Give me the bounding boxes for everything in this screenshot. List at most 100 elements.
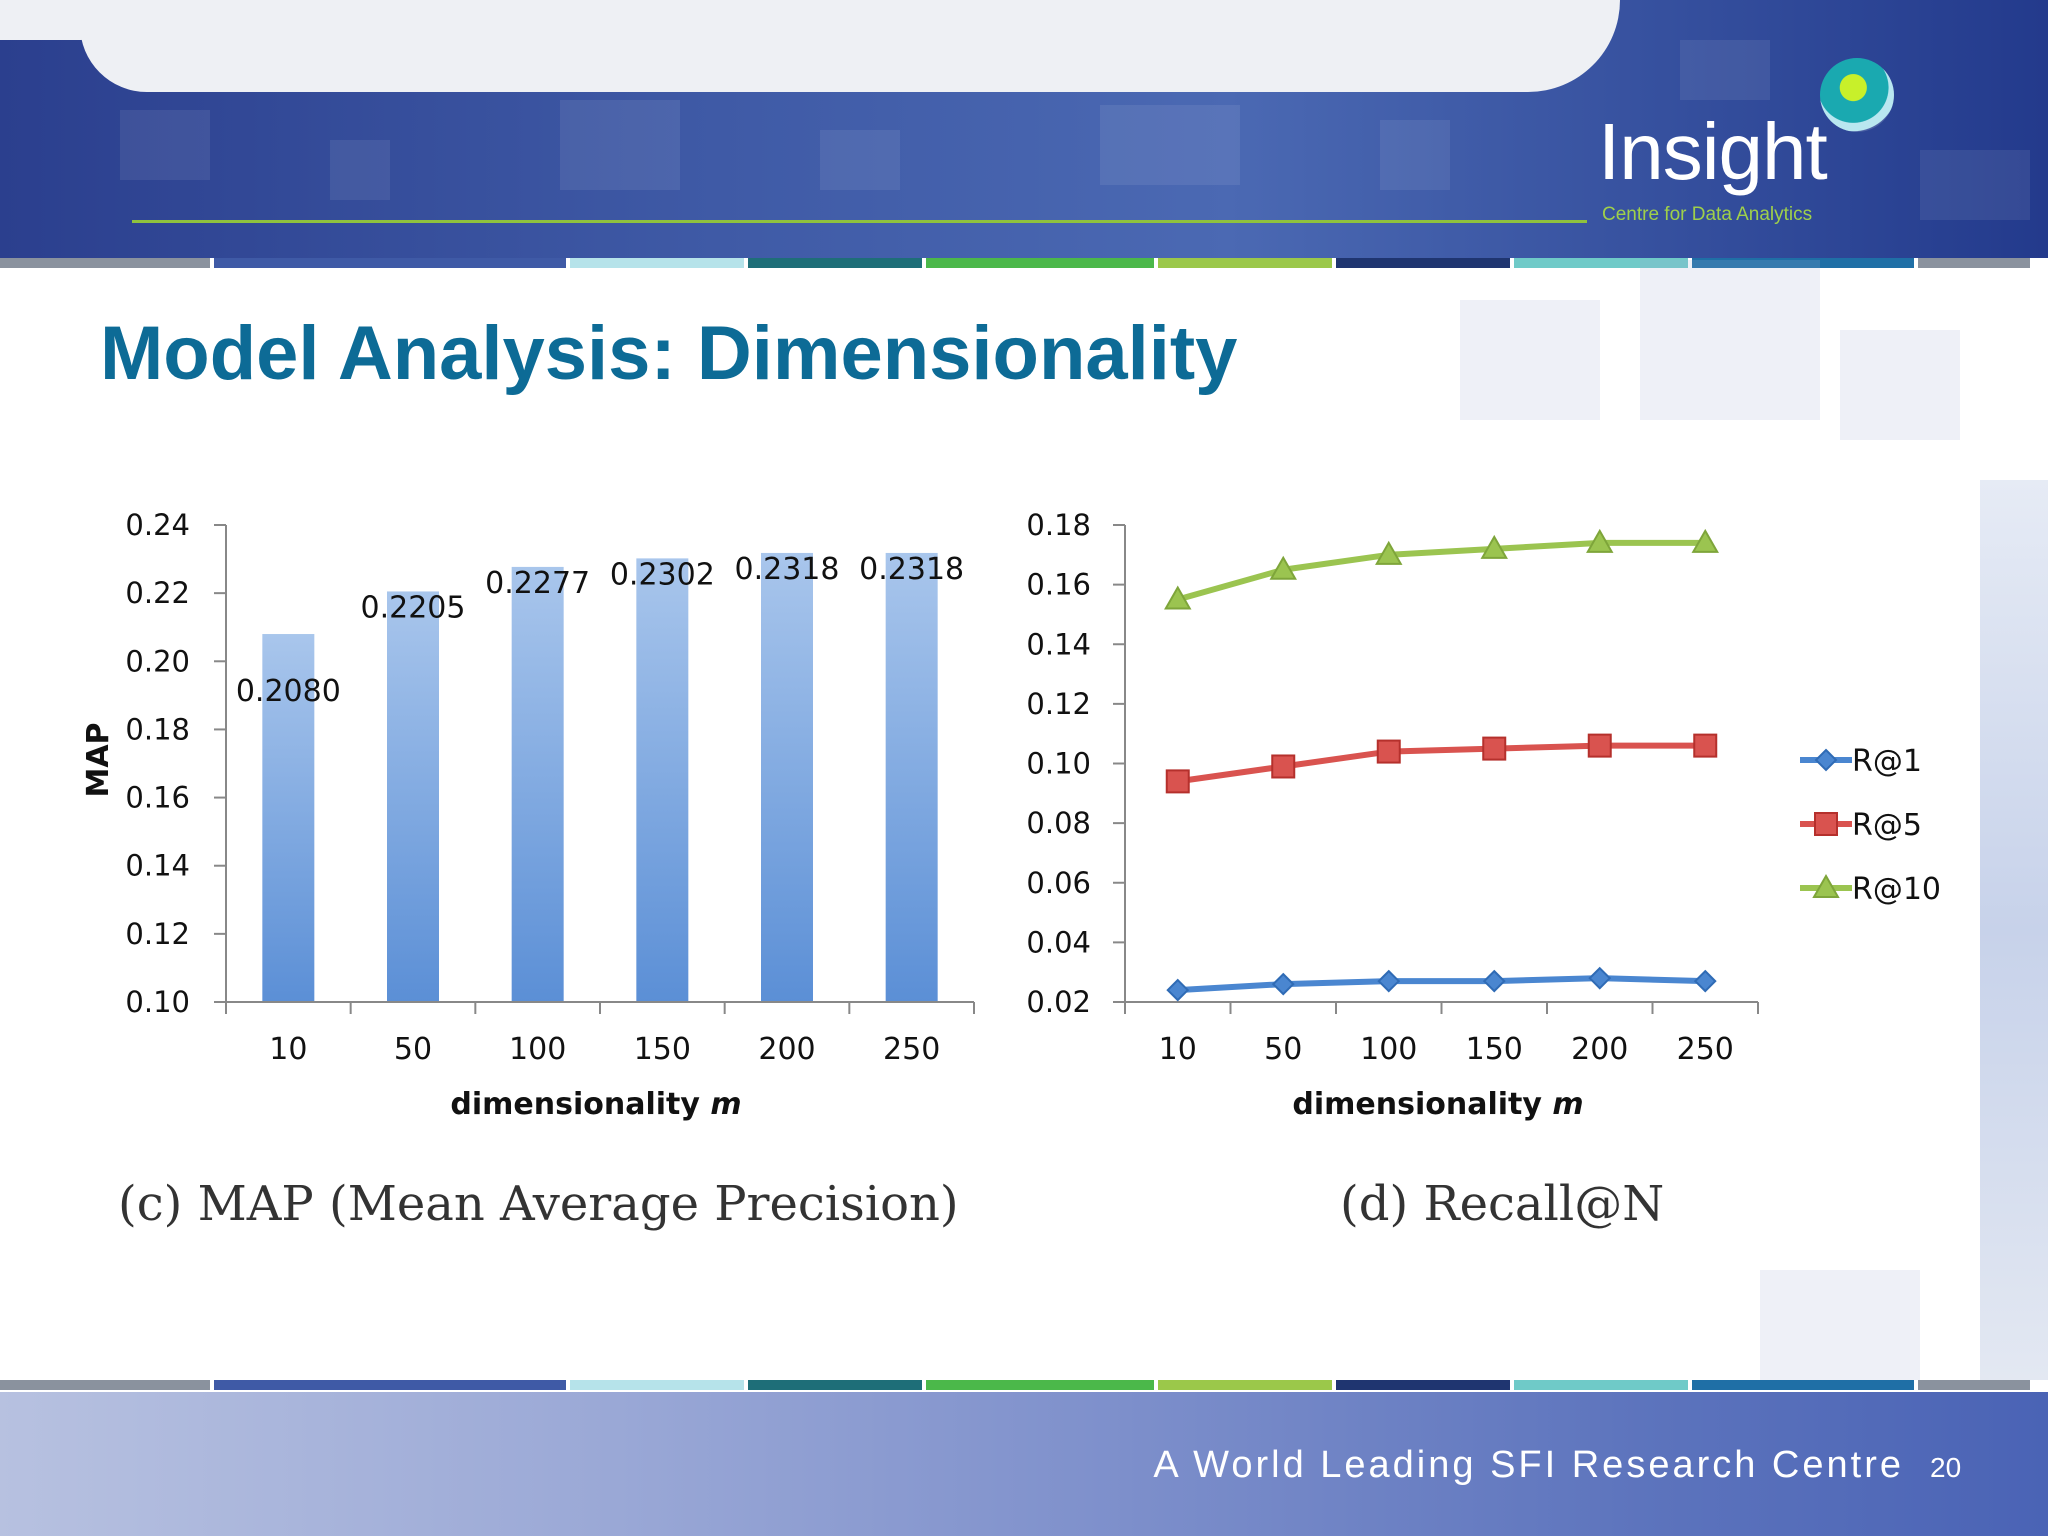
bar-value-label: 0.2205 xyxy=(361,590,466,625)
slide-title: Model Analysis: Dimensionality xyxy=(100,311,1238,396)
footer-text: A World Leading SFI Research Centre xyxy=(1153,1444,1904,1486)
color-stripe xyxy=(1918,1380,2030,1390)
legend-label: R@5 xyxy=(1852,808,1922,843)
bar-value-label: 0.2080 xyxy=(236,674,341,709)
x-tick-label: 100 xyxy=(1360,1032,1417,1067)
data-point xyxy=(1269,555,1297,580)
data-point xyxy=(1164,585,1192,610)
header-rule xyxy=(132,220,1587,223)
bar-value-label: 0.2318 xyxy=(735,552,840,587)
color-stripe xyxy=(926,1380,1154,1390)
y-tick-label: 0.04 xyxy=(1026,925,1091,959)
x-axis-label-text: dimensionality xyxy=(450,1087,710,1122)
bar xyxy=(636,558,689,1002)
y-tick-label: 0.10 xyxy=(1026,747,1091,781)
series-line xyxy=(1177,975,1706,994)
x-tick-label: 250 xyxy=(1677,1032,1734,1067)
footer-color-stripes xyxy=(0,1380,2048,1390)
bar xyxy=(387,591,439,1002)
data-point xyxy=(1165,769,1190,794)
y-tick-label: 0.24 xyxy=(125,508,190,542)
color-stripe xyxy=(1158,258,1332,268)
color-stripe xyxy=(570,258,744,268)
data-point xyxy=(1377,969,1401,993)
logo-name: Insight xyxy=(1598,107,1828,196)
x-axis-label: dimensionality m xyxy=(1292,1087,1583,1122)
x-tick-label: 10 xyxy=(269,1032,307,1067)
color-stripe xyxy=(748,1380,922,1390)
x-tick-label: 200 xyxy=(1571,1032,1628,1067)
decorative-square xyxy=(1840,330,1960,440)
data-point xyxy=(1482,736,1507,761)
legend-marker xyxy=(1812,873,1840,898)
y-tick-label: 0.08 xyxy=(1026,806,1091,840)
y-tick-label: 0.10 xyxy=(125,985,190,1019)
y-tick-label: 0.14 xyxy=(125,849,190,883)
x-tick-label: 10 xyxy=(1159,1032,1197,1067)
y-tick-label: 0.20 xyxy=(125,644,190,678)
x-axis-label-variable: m xyxy=(1552,1087,1583,1122)
figure-panel xyxy=(60,480,1980,1255)
x-tick-label: 100 xyxy=(509,1032,566,1067)
header-banner: Insight Centre for Data Analytics xyxy=(0,0,2048,258)
color-stripe xyxy=(1692,1380,1914,1390)
color-stripe xyxy=(1918,258,2030,268)
x-tick-label: 200 xyxy=(758,1032,815,1067)
bar-value-label: 0.2318 xyxy=(859,552,964,587)
y-tick-label: 0.06 xyxy=(1026,866,1091,900)
y-tick-label: 0.16 xyxy=(125,781,190,815)
x-tick-label: 50 xyxy=(394,1032,432,1067)
x-axis-label: dimensionality m xyxy=(450,1087,741,1122)
series-line xyxy=(1177,742,1706,785)
y-tick-label: 0.02 xyxy=(1026,985,1091,1019)
legend-label: R@10 xyxy=(1852,872,1941,907)
color-stripe xyxy=(0,1380,210,1390)
y-tick-label: 0.18 xyxy=(1026,508,1091,542)
color-stripe xyxy=(1158,1380,1332,1390)
color-stripe xyxy=(926,258,1154,268)
data-point xyxy=(1271,972,1295,996)
x-axis-label-variable: m xyxy=(710,1087,741,1122)
header-cutout xyxy=(80,0,1620,92)
color-stripe xyxy=(570,1380,744,1390)
charts-figure: 0.2080 0.2205 0.2277 0.2302 0.2318 0.2318 0.1… xyxy=(81,508,1941,1232)
x-tick-label: 250 xyxy=(883,1032,940,1067)
bar-value-label: 0.2277 xyxy=(485,566,590,601)
footer-banner xyxy=(0,1392,2048,1536)
insight-logo-icon xyxy=(1820,58,1894,132)
x-axis-label-text: dimensionality xyxy=(1292,1087,1552,1122)
data-point xyxy=(1693,969,1717,993)
data-point xyxy=(1588,966,1612,990)
color-stripe xyxy=(1514,1380,1688,1390)
bar xyxy=(511,566,564,1002)
decorative-square xyxy=(1640,260,1820,420)
color-stripe xyxy=(1514,258,1688,268)
data-point xyxy=(1271,754,1296,779)
map-chart-caption: (c) MAP (Mean Average Precision) xyxy=(118,1176,959,1232)
data-point xyxy=(1586,528,1614,553)
page-number: 20 xyxy=(1930,1452,1962,1483)
color-stripe xyxy=(1336,1380,1510,1390)
y-tick-label: 0.22 xyxy=(125,576,190,610)
data-point xyxy=(1376,739,1401,764)
bar xyxy=(885,552,938,1002)
color-stripe xyxy=(214,258,566,268)
color-stripe xyxy=(748,258,922,268)
bar-value-label: 0.2302 xyxy=(610,557,715,592)
y-axis-label: MAP xyxy=(81,722,116,797)
data-point xyxy=(1691,528,1719,553)
y-tick-label: 0.16 xyxy=(1026,568,1091,602)
header-color-stripes xyxy=(0,258,2048,268)
data-point xyxy=(1587,733,1612,758)
y-tick-label: 0.18 xyxy=(125,712,190,746)
recall-chart-caption: (d) Recall@N xyxy=(1340,1176,1664,1232)
x-tick-label: 150 xyxy=(1466,1032,1523,1067)
decorative-square xyxy=(1460,300,1600,420)
data-point xyxy=(1482,969,1506,993)
legend-label: R@1 xyxy=(1852,744,1922,779)
logo-tagline: Centre for Data Analytics xyxy=(1602,204,1813,225)
color-stripe xyxy=(1336,258,1510,268)
data-point xyxy=(1693,733,1718,758)
series-line xyxy=(1176,539,1706,603)
y-tick-label: 0.12 xyxy=(1026,687,1091,721)
